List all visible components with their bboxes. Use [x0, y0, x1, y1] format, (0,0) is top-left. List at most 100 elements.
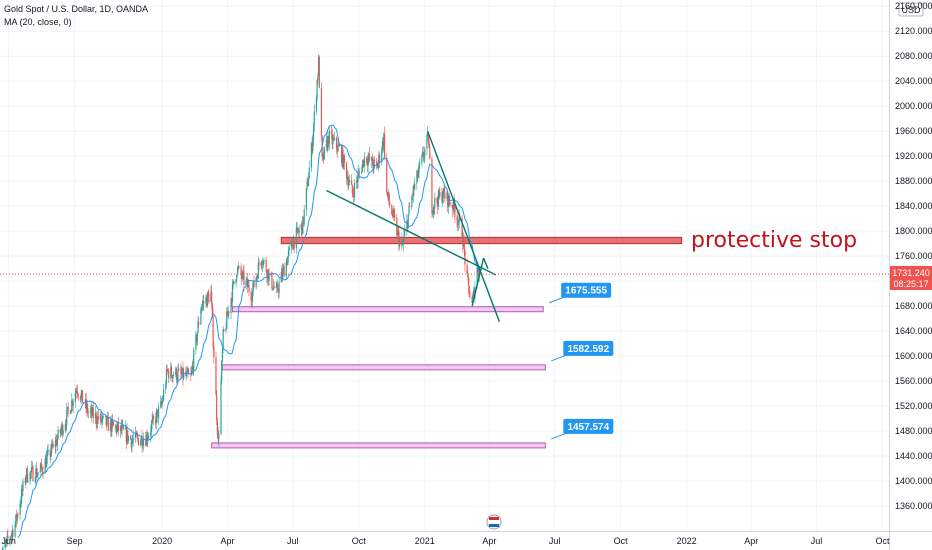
candle-body — [218, 433, 220, 440]
candle-body — [330, 131, 333, 134]
candle-body — [277, 290, 279, 293]
candle-body — [11, 530, 13, 535]
candle-body — [185, 372, 187, 377]
candle-body — [326, 139, 328, 150]
candle-body — [142, 445, 144, 447]
candle-body — [386, 192, 389, 196]
candle-body — [140, 436, 142, 441]
candle-body — [210, 291, 212, 303]
support-zone[interactable] — [211, 442, 546, 449]
candle-body — [433, 207, 435, 209]
candle-body — [125, 427, 127, 443]
candle-body — [17, 514, 19, 516]
candle-body — [102, 416, 104, 420]
candle-body — [268, 272, 270, 281]
candle-body — [217, 435, 219, 440]
candle-body — [152, 416, 155, 419]
candle-body — [265, 260, 267, 272]
candle-body — [35, 468, 38, 477]
candle-body — [255, 277, 257, 288]
trendline[interactable] — [426, 130, 501, 322]
zone-price-label: 1675.555 — [565, 286, 607, 297]
candle-body — [230, 298, 232, 314]
candle-body — [357, 173, 359, 182]
candle-body — [25, 477, 27, 483]
candle-body — [300, 223, 302, 230]
candle-body — [266, 271, 268, 279]
last-price-tag-bg — [890, 266, 932, 290]
candle-body — [212, 316, 214, 347]
price-tick-label: 2040.000 — [895, 76, 932, 86]
candle-body — [117, 422, 119, 427]
trendline[interactable] — [471, 257, 485, 307]
time-tick-label: Apr — [744, 536, 758, 546]
currency-badge[interactable] — [898, 2, 924, 17]
candle-body — [338, 144, 340, 146]
candle-body — [323, 146, 325, 160]
candle-body — [353, 193, 355, 198]
trendline[interactable] — [326, 189, 497, 276]
candle-body — [427, 132, 429, 143]
candle-body — [121, 425, 123, 432]
currency-label: USD — [901, 5, 921, 15]
candle-body — [383, 133, 386, 158]
candle-body — [342, 149, 344, 168]
candle-body — [131, 440, 133, 448]
candle-body — [285, 261, 287, 277]
candle-body — [350, 179, 353, 185]
candle-body — [30, 467, 33, 473]
price-tick-label: 1560.000 — [895, 376, 932, 386]
candle-body — [104, 415, 107, 417]
candle-body — [283, 266, 285, 277]
candle-body — [157, 406, 160, 419]
candle-body — [419, 163, 421, 165]
candle-body — [150, 423, 152, 433]
candle-body — [62, 430, 64, 435]
candle-body — [201, 307, 203, 310]
candle-body — [14, 524, 16, 537]
support-zone[interactable] — [231, 306, 544, 313]
protective-stop-zone[interactable] — [280, 236, 683, 245]
candle-body — [137, 435, 139, 439]
candle-body — [47, 449, 49, 453]
candle-body — [102, 415, 104, 417]
candle-body — [100, 414, 102, 422]
candle-body — [64, 424, 66, 431]
candle-body — [51, 443, 53, 447]
candle-body — [135, 432, 137, 439]
event-flag-icon[interactable] — [486, 514, 502, 530]
time-tick-label: Jul — [811, 536, 823, 546]
candle-body — [27, 481, 29, 482]
candle-body — [2, 547, 4, 550]
candle-body — [141, 436, 143, 447]
bar-countdown: 08:25:17 — [893, 279, 928, 289]
candle-body — [409, 206, 411, 208]
time-tick-label: 2022 — [677, 536, 697, 546]
candle-body — [288, 246, 290, 251]
candle-body — [172, 375, 174, 379]
candle-body — [315, 96, 318, 112]
candle-body — [89, 411, 92, 413]
candle-body — [96, 422, 98, 425]
support-zone[interactable] — [221, 364, 546, 371]
candle-body — [457, 220, 459, 226]
candle-body — [371, 157, 373, 161]
candle-body — [398, 231, 400, 247]
trendline[interactable] — [482, 257, 489, 269]
candle-body — [152, 416, 154, 421]
zone-label-leader — [551, 354, 568, 362]
candle-body — [111, 418, 113, 433]
candle-body — [432, 213, 434, 215]
candle-body — [162, 389, 165, 400]
candle-body — [358, 171, 361, 173]
candle-body — [292, 245, 294, 250]
candle-body — [387, 192, 389, 196]
candle-body — [356, 180, 358, 182]
candle-body — [260, 262, 262, 266]
candle-body — [347, 177, 349, 186]
chart-grid — [0, 0, 889, 531]
candle-body — [423, 156, 425, 158]
candle-body — [46, 452, 48, 457]
candle-body — [256, 275, 258, 278]
